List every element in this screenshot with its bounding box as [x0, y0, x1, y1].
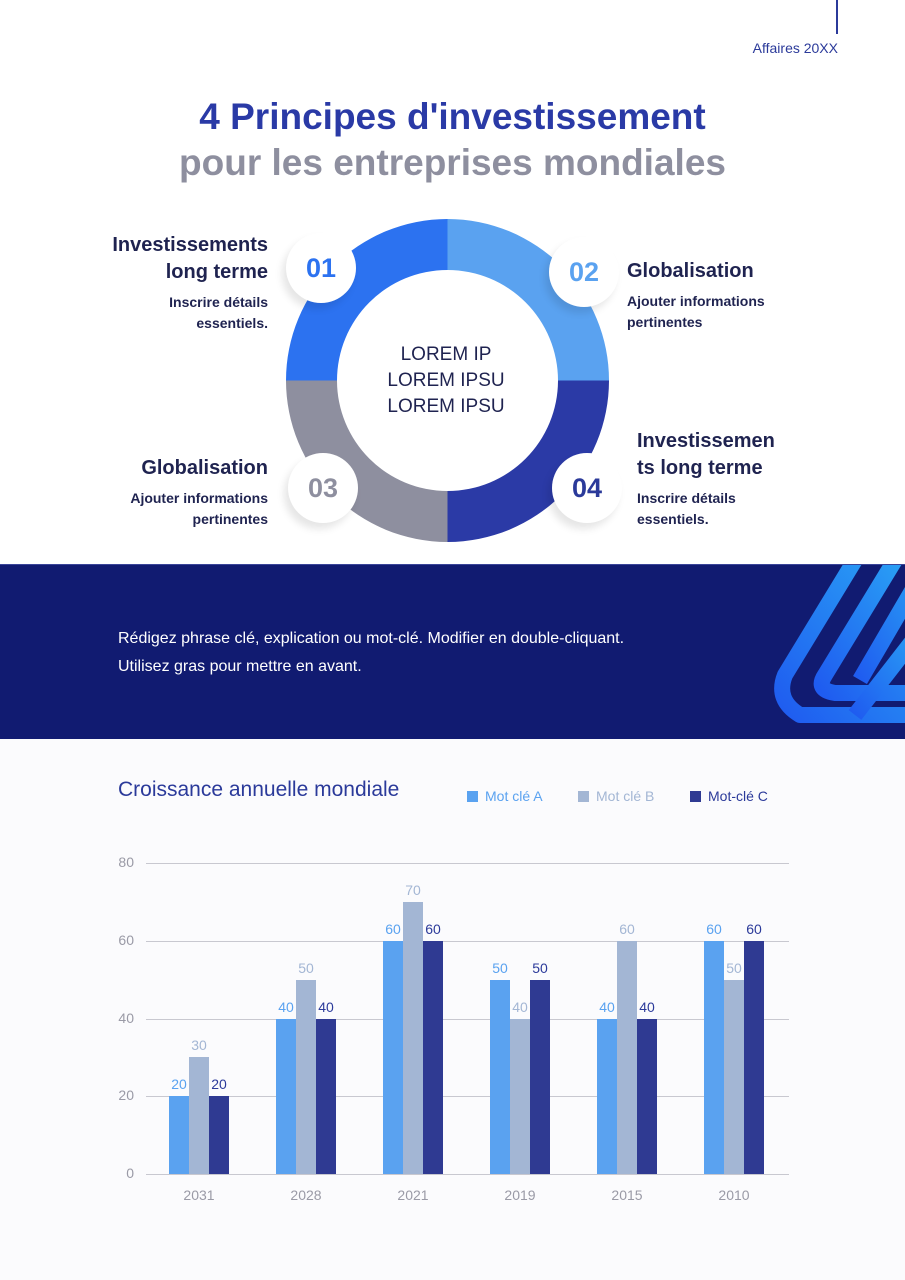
number-badge-03: 03 — [288, 453, 358, 523]
banner-line-1: Rédigez phrase clé, explication ou mot-c… — [118, 630, 625, 647]
banner-text: Rédigez phrase clé, explication ou mot-c… — [118, 625, 624, 681]
header-label: Affaires 20XX — [752, 40, 838, 56]
principle-description: Inscrire détails essentiels. — [637, 488, 807, 530]
title-line: Globalisation — [627, 260, 754, 282]
principle-description: Ajouter informations pertinentes — [627, 291, 847, 333]
principle-02: Globalisation Ajouter informations perti… — [627, 258, 847, 333]
legend-item-b: Mot clé B — [578, 788, 654, 804]
legend-label-a: Mot clé A — [485, 788, 543, 804]
number-badge-02: 02 — [549, 237, 619, 307]
legend-item-a: Mot clé A — [467, 788, 543, 804]
principle-title: Globalisation — [627, 258, 847, 285]
chart-title: Croissance annuelle mondiale — [118, 778, 400, 801]
desc-line: essentiels. — [196, 315, 268, 331]
header-divider-line — [836, 0, 838, 34]
principle-03: Globalisation Ajouter informations perti… — [48, 455, 268, 530]
page-title: 4 Principes d'investissement — [199, 96, 706, 137]
principle-title: Globalisation — [48, 455, 268, 482]
principle-title: Investissements long terme — [48, 232, 268, 286]
title-line: Investissements — [112, 234, 268, 256]
decorative-stripes-icon — [774, 565, 905, 723]
principle-description: Ajouter informations pertinentes — [48, 488, 268, 530]
title-line: long terme — [165, 261, 268, 283]
ring-center-text: LOREM IP LOREM IPSU LOREM IPSU — [346, 342, 546, 420]
center-line-2: LOREM IPSU — [387, 370, 505, 391]
desc-line: Inscrire détails — [637, 490, 736, 506]
ring-segment-02 — [447, 219, 609, 381]
desc-line: Ajouter informations — [627, 293, 765, 309]
center-line-3: LOREM IPSU — [387, 396, 505, 417]
desc-line: pertinentes — [192, 511, 268, 527]
legend-item-c: Mot-clé C — [690, 788, 768, 804]
legend-swatch-c — [690, 790, 701, 802]
desc-line: Inscrire détails — [169, 294, 268, 310]
principle-description: Inscrire détails essentiels. — [48, 292, 268, 334]
number-badge-01: 01 — [286, 233, 356, 303]
ring-segment-04 — [447, 380, 609, 542]
legend-label-c: Mot-clé C — [708, 788, 768, 804]
highlight-banner: Rédigez phrase clé, explication ou mot-c… — [0, 564, 905, 739]
legend-label-b: Mot clé B — [596, 788, 655, 804]
number-badge-04: 04 — [552, 453, 622, 523]
desc-line: pertinentes — [627, 314, 703, 330]
ring-svg — [286, 219, 609, 542]
desc-line: Ajouter informations — [130, 490, 268, 506]
principle-01: Investissements long terme Inscrire déta… — [48, 232, 268, 334]
principles-ring-diagram — [286, 219, 609, 542]
desc-line: essentiels. — [637, 511, 709, 527]
legend-swatch-b — [578, 790, 589, 802]
title-line: Globalisation — [141, 457, 268, 479]
chart-section — [0, 739, 905, 1280]
banner-line-2: Utilisez gras pour mettre en avant. — [118, 658, 362, 675]
ring-segment-01 — [286, 219, 448, 381]
principle-title: Investissemen ts long terme — [637, 428, 807, 482]
title-line: ts long terme — [637, 457, 763, 479]
legend-swatch-a — [467, 790, 478, 802]
ring-segment-03 — [286, 380, 448, 542]
center-line-1: LOREM IP — [400, 344, 492, 365]
page-subtitle: pour les entreprises mondiales — [179, 142, 726, 183]
principle-04: Investissemen ts long terme Inscrire dét… — [637, 428, 807, 530]
title-line: Investissemen — [637, 430, 775, 452]
